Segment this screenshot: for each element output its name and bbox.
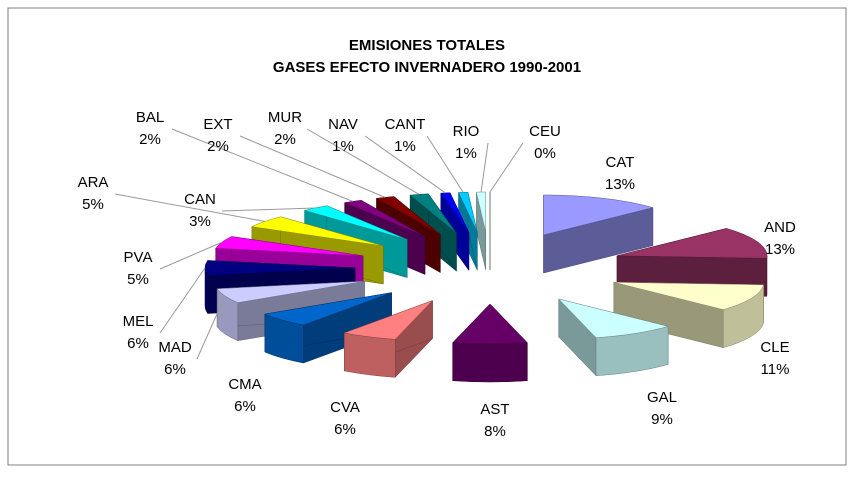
slice-label: AST [480, 401, 509, 418]
slice-value-label: 8% [484, 423, 506, 440]
slice-value-label: 1% [332, 138, 354, 155]
slice-label: NAV [328, 116, 358, 133]
slice-label: MUR [268, 109, 302, 126]
slice-value-label: 6% [164, 361, 186, 378]
slice-outer-side [344, 333, 395, 377]
slice-value-label: 1% [394, 138, 416, 155]
slice-value-label: 2% [207, 138, 229, 155]
chart-title: EMISIONES TOTALES [349, 37, 505, 54]
slice-value-label: 1% [455, 145, 477, 162]
slice-value-label: 5% [127, 271, 149, 288]
slice-label: MAD [158, 339, 192, 356]
slice-value-label: 3% [189, 213, 211, 230]
slice-value-label: 5% [82, 196, 104, 213]
slice-label: CANT [385, 116, 426, 133]
slice-value-label: 6% [334, 421, 356, 438]
slice-label: CVA [330, 399, 360, 416]
slice-value-label: 2% [139, 131, 161, 148]
slice-label: EXT [203, 116, 232, 133]
slice-label: AND [764, 219, 796, 236]
slice-value-label: 9% [651, 411, 673, 428]
slice-label: BAL [136, 109, 164, 126]
slice-label: CAT [606, 154, 635, 171]
slice-value-label: 2% [274, 131, 296, 148]
slice-value-label: 0% [534, 145, 556, 162]
slice-label: CAN [184, 191, 216, 208]
slice-label: GAL [647, 389, 677, 406]
slice-label: CEU [529, 123, 561, 140]
slice-value-label: 11% [761, 361, 790, 378]
slice-value-label: 6% [127, 335, 149, 352]
slice-label: ARA [78, 174, 109, 191]
slice-label: CMA [228, 376, 261, 393]
slice-outer-side [453, 343, 528, 382]
slice-label: CLE [760, 339, 789, 356]
chart-subtitle: GASES EFECTO INVERNADERO 1990-2001 [273, 59, 581, 76]
slice-label: PVA [124, 249, 153, 266]
slice-label: MEL [123, 313, 154, 330]
slice-value-label: 13% [605, 176, 635, 193]
slice-value-label: 6% [234, 398, 256, 415]
slice-value-label: 13% [765, 241, 795, 258]
slice-label: RIO [453, 123, 480, 140]
